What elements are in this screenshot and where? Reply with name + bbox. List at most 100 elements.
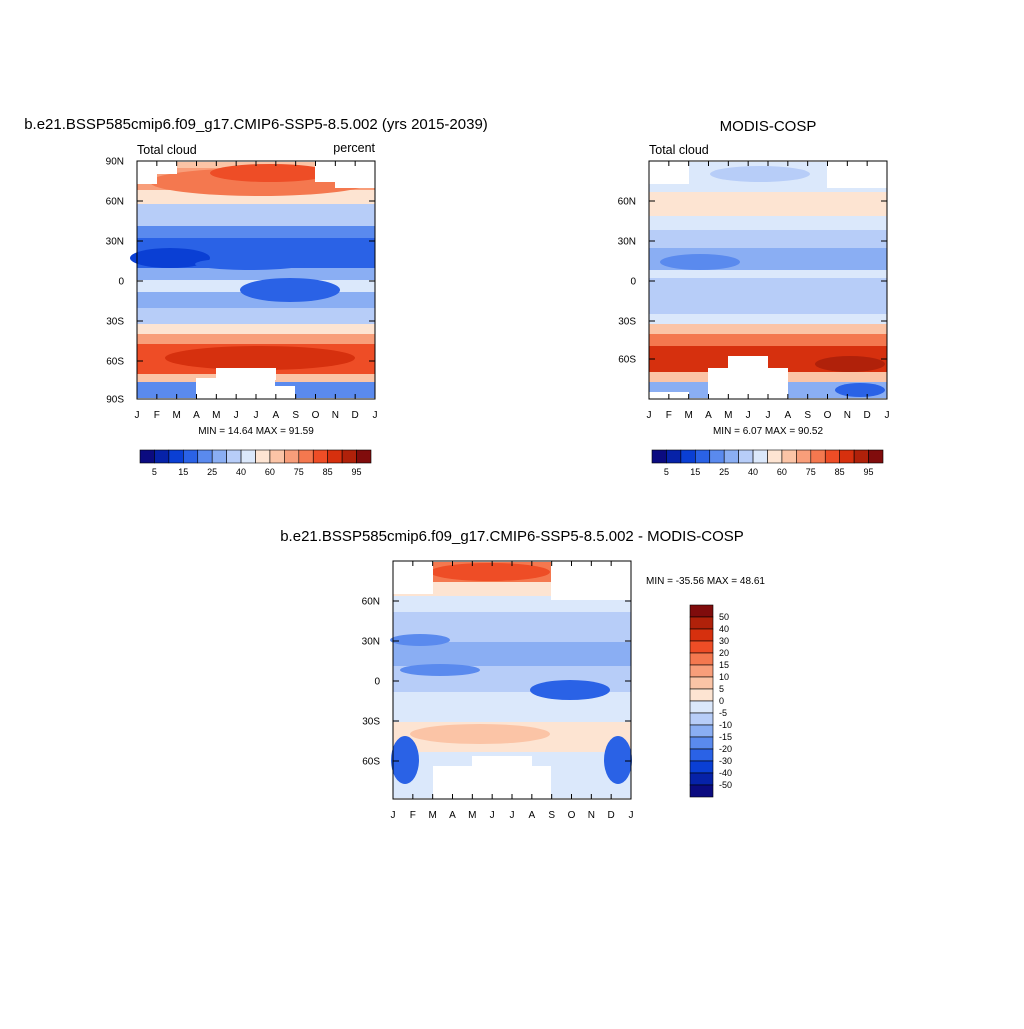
diff-missing-4 (472, 756, 532, 768)
diff-x-tick-label: J (490, 810, 495, 821)
obs-colorbar-swatch (810, 449, 826, 464)
model-x-tick-label: M (172, 410, 180, 421)
model-colorbar-swatch (312, 449, 328, 464)
obs-colorbar-label: 85 (835, 467, 845, 477)
diff-colorbar-swatch (689, 712, 714, 726)
diff-colorbar-swatch (689, 616, 714, 630)
model-colorbar-swatch (240, 449, 256, 464)
model-colorbar-swatch (255, 449, 271, 464)
obs-band-7 (649, 278, 887, 314)
obs-colorbar-label: 5 (664, 467, 669, 477)
obs-band-8 (649, 314, 887, 324)
diff-colorbar-label: -50 (719, 780, 732, 790)
panel-obs: MODIS-COSP Total cloud (618, 118, 890, 477)
diff-colorbar-swatch (689, 724, 714, 738)
obs-blob-4 (835, 383, 885, 397)
obs-band-2 (649, 192, 887, 216)
obs-colorbar-swatch (709, 449, 725, 464)
model-band-5 (137, 226, 375, 238)
diff-x-tick-label: N (588, 810, 595, 821)
obs-blob-3 (710, 166, 810, 182)
obs-y-axis: 60N 30N 0 30S 60S (618, 197, 887, 366)
model-blob-4 (240, 278, 340, 302)
model-colorbar-label: 15 (178, 467, 188, 477)
obs-y-tick-label: 30N (618, 237, 636, 248)
obs-left-label: Total cloud (649, 143, 709, 157)
diff-x-tick-label: J (510, 810, 515, 821)
diff-colorbar-label: 50 (719, 612, 729, 622)
model-x-tick-label: M (212, 410, 220, 421)
diff-colorbar-swatch (689, 640, 714, 654)
model-x-tick-label: D (352, 410, 359, 421)
obs-colorbar-label: 95 (864, 467, 874, 477)
diff-blob-4 (400, 664, 480, 676)
model-x-tick-label: J (135, 410, 140, 421)
obs-y-tick-label: 60S (618, 355, 636, 366)
obs-x-tick-label: F (666, 410, 672, 421)
obs-x-tick-label: J (746, 410, 751, 421)
model-y-tick-label: 30N (106, 237, 124, 248)
diff-y-tick-label: 30S (362, 717, 380, 728)
diff-x-tick-label: A (449, 810, 456, 821)
diff-colorbar-label: -10 (719, 720, 732, 730)
model-colorbar-label: 75 (294, 467, 304, 477)
model-colorbar-label: 5 (152, 467, 157, 477)
diff-colorbar-label: -20 (719, 744, 732, 754)
diff-blob-1 (430, 563, 550, 581)
obs-colorbar-swatch (666, 449, 682, 464)
diff-colorbar-swatch (689, 760, 714, 774)
model-colorbar-swatch (269, 449, 285, 464)
diff-blob-7 (390, 634, 450, 646)
obs-colorbar-swatch (695, 449, 711, 464)
obs-y-tick-label: 0 (630, 277, 636, 288)
model-colorbar-swatch (139, 449, 155, 464)
diff-band-5 (393, 642, 631, 666)
panel-model: b.e21.BSSP585cmip6.f09_g17.CMIP6-SSP5-8.… (24, 116, 488, 477)
obs-x-tick-label: S (804, 410, 811, 421)
obs-colorbar-swatch (824, 449, 840, 464)
obs-band-9 (649, 324, 887, 334)
model-band-4 (137, 204, 375, 226)
obs-x-tick-label: A (705, 410, 712, 421)
model-plot-area (130, 160, 376, 400)
diff-colorbar-label: 20 (719, 648, 729, 658)
obs-blob-1 (660, 254, 740, 270)
panel-diff: b.e21.BSSP585cmip6.f09_g17.CMIP6-SSP5-8.… (280, 528, 765, 821)
model-x-tick-label: A (193, 410, 200, 421)
obs-colorbar-swatch (781, 449, 797, 464)
obs-y-tick-label: 30S (618, 317, 636, 328)
model-colorbar-swatch (183, 449, 199, 464)
model-x-tick-label: F (154, 410, 160, 421)
diff-x-tick-label: M (428, 810, 436, 821)
diff-colorbar-swatch (689, 700, 714, 714)
diff-colorbar-swatch (689, 688, 714, 702)
obs-band-4 (649, 230, 887, 248)
diff-x-tick-label: F (410, 810, 416, 821)
obs-missing-4 (728, 356, 768, 370)
diff-title: b.e21.BSSP585cmip6.f09_g17.CMIP6-SSP5-8.… (280, 528, 744, 545)
model-colorbar-swatch (356, 449, 372, 464)
obs-colorbar-label: 15 (690, 467, 700, 477)
obs-band-10 (649, 334, 887, 346)
model-missing-6 (216, 368, 276, 380)
obs-colorbar-label: 25 (719, 467, 729, 477)
model-x-tick-label: N (332, 410, 339, 421)
model-colorbar-label: 60 (265, 467, 275, 477)
diff-colorbar-swatch (689, 748, 714, 762)
diff-missing-2 (551, 562, 631, 600)
model-missing-7 (275, 386, 295, 398)
diff-y-axis: 60N 30N 0 30S 60S (362, 597, 631, 768)
diff-x-tick-label: J (391, 810, 396, 821)
model-blob-3 (130, 248, 210, 268)
obs-colorbar-swatch (839, 449, 855, 464)
diff-colorbar-swatch (689, 664, 714, 678)
obs-x-tick-label: M (724, 410, 732, 421)
diff-missing-3 (433, 766, 551, 798)
diff-x-tick-label: O (568, 810, 576, 821)
diff-stats: MIN = -35.56 MAX = 48.61 (646, 576, 765, 587)
obs-missing-2 (827, 162, 887, 188)
